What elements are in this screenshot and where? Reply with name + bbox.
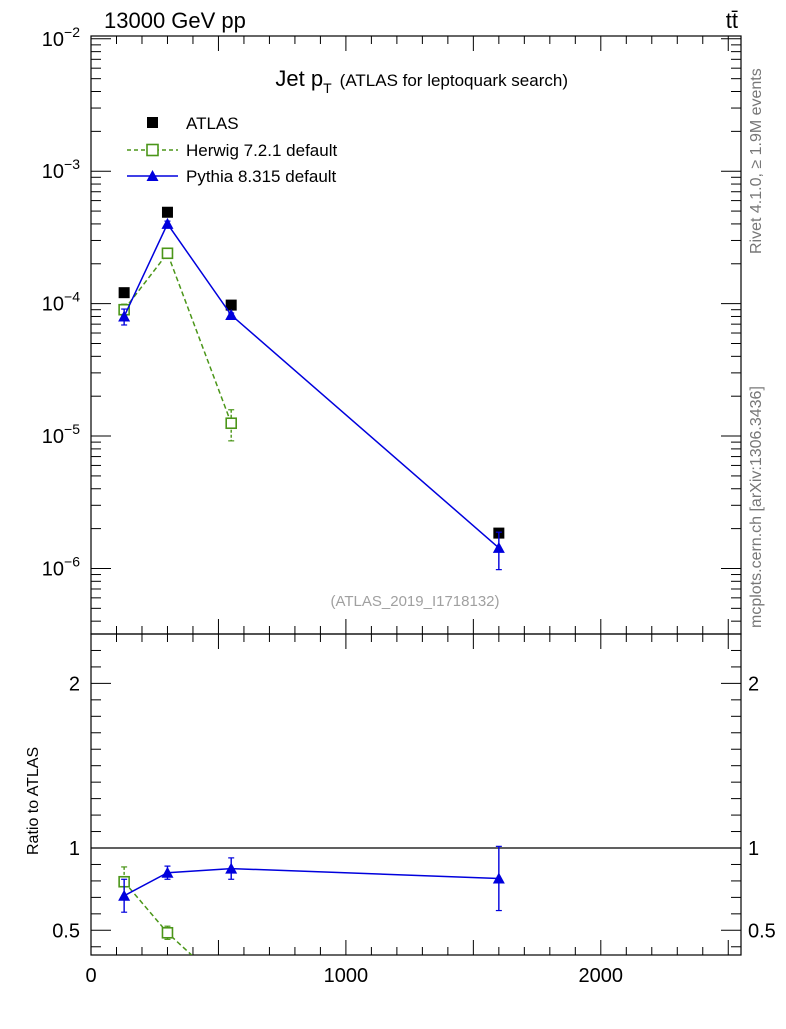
- legend-marker-herwig: [146, 143, 159, 157]
- ratio-point-pythia: [225, 862, 238, 874]
- legend-label-pythia: Pythia 8.315 default: [186, 167, 337, 186]
- legend-label-herwig: Herwig 7.2.1 default: [186, 141, 337, 160]
- analysis-id: (ATLAS_2019_I1718132): [330, 593, 499, 610]
- y-tick-label: 10−6: [42, 553, 80, 580]
- main-plot: 10−2 10−3 10−4 10−5 10−6: [42, 24, 742, 635]
- y-tick-label: 10−4: [42, 289, 80, 316]
- series-line-1: [123, 251, 232, 424]
- series-line-2: [123, 222, 500, 549]
- data-point-herwig: [161, 247, 174, 260]
- ratio-point-pythia: [492, 872, 505, 884]
- ratio-frame: [90, 633, 742, 956]
- data-point-pythia: [225, 309, 238, 321]
- data-point-atlas: [161, 206, 173, 218]
- y-tick-label: 10−5: [42, 421, 80, 448]
- series-1: [118, 247, 237, 442]
- series-0: [118, 206, 505, 539]
- data-point-pythia: [118, 310, 131, 322]
- ratio-y-tick-label: 1: [69, 838, 80, 860]
- rivet-label: Rivet 4.1.0, ≥ 1.9M events: [748, 68, 765, 254]
- data-point-herwig: [225, 417, 237, 430]
- ratio-line-0: [123, 881, 193, 955]
- data-point-atlas: [118, 287, 130, 299]
- x-tick-label: 0: [85, 965, 96, 987]
- ratio-line-1: [123, 867, 499, 897]
- ratio-y-tick-label-right: 0.5: [748, 920, 776, 942]
- ratio-point-pythia: [118, 889, 131, 901]
- data-point-atlas: [225, 299, 237, 311]
- title-main: Jet p: [275, 66, 323, 91]
- legend-label-atlas: ATLAS: [186, 114, 239, 133]
- legend-marker-atlas: [147, 117, 158, 128]
- x-tick-label: 2000: [579, 965, 624, 987]
- ratio-series-group: [118, 845, 505, 997]
- data-point-pythia: [492, 541, 505, 553]
- title-subscript: T: [323, 80, 332, 96]
- ratio-y-tick-label: 0.5: [52, 920, 80, 942]
- x-tick-label: 1000: [324, 965, 369, 987]
- ratio-y-tick-label-right: 2: [748, 673, 759, 695]
- title-rest: (ATLAS for leptoquark search): [340, 71, 568, 90]
- ratio-y-tick-label: 2: [69, 673, 80, 695]
- chart-title: Jet pT (ATLAS for leptoquark search): [275, 66, 568, 96]
- ratio-axis-label: Ratio to ATLAS: [25, 747, 42, 855]
- mcplots-label: mcplots.cern.ch [arXiv:1306.3436]: [748, 386, 765, 628]
- ratio-plot: 0 1000 2000 0.5 0.5 1 1 2 2: [52, 633, 776, 997]
- ratio-point-pythia: [161, 866, 174, 878]
- y-tick-label: 10−3: [42, 156, 80, 183]
- data-point-pythia: [161, 217, 174, 229]
- process-label: 13000 GeV pp: [104, 8, 246, 33]
- series-2: [118, 217, 505, 571]
- ratio-point-herwig: [226, 987, 236, 997]
- y-tick-label: 10−2: [42, 24, 80, 51]
- ratio-point-herwig: [161, 926, 174, 939]
- ratio-y-tick-label-right: 1: [748, 838, 759, 860]
- legend: ATLAS Herwig 7.2.1 default Pythia 8.315 …: [127, 114, 337, 186]
- legend-marker-pythia: [146, 170, 159, 181]
- final-state-label: tt̄: [726, 8, 738, 33]
